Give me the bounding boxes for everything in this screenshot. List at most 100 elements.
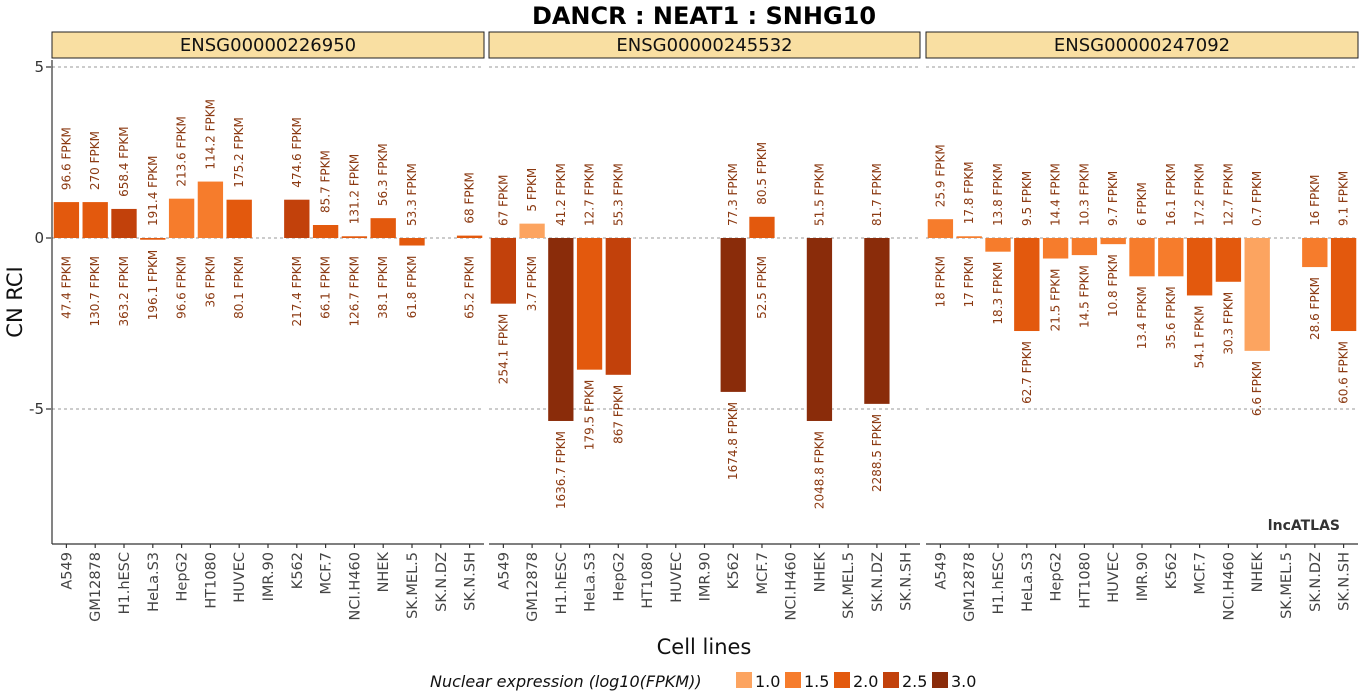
bar	[806, 238, 833, 421]
bar	[284, 199, 310, 238]
x-tick-label: HUVEC	[232, 552, 248, 603]
bar	[490, 238, 517, 304]
data-label-cytoplasmic: 13.8 FPKM	[991, 163, 1005, 226]
bar	[1215, 238, 1242, 282]
data-label-nuclear: 1674.8 FPKM	[726, 402, 740, 480]
data-label-cytoplasmic: 12.7 FPKM	[583, 163, 597, 226]
watermark: lncATLAS	[1268, 518, 1340, 534]
x-axis-title: Cell lines	[657, 635, 752, 659]
bar	[1100, 238, 1126, 245]
data-label-cytoplasmic: 25.9 FPKM	[933, 144, 947, 207]
x-tick-label: HUVEC	[669, 552, 685, 603]
chart-title: DANCR : NEAT1 : SNHG10	[532, 2, 876, 30]
facet-panel: ENSG00000226950 A549 96.6 FPKM 47.4 FPKM GM1…	[51, 31, 485, 622]
bar	[312, 225, 339, 238]
data-label-cytoplasmic: 14.4 FPKM	[1049, 163, 1063, 226]
data-label-nuclear: 62.7 FPKM	[1020, 341, 1034, 404]
legend-entries: 1.0 1.5 2.0 2.5 3.0	[736, 672, 976, 691]
x-tick-label: MCF.7	[755, 552, 771, 594]
data-label-cytoplasmic: 12.7 FPKM	[1221, 163, 1235, 226]
data-label-nuclear: 30.3 FPKM	[1221, 292, 1235, 355]
data-label-cytoplasmic: 213.6 FPKM	[175, 116, 189, 187]
x-tick-label: NHEK	[1250, 552, 1266, 593]
data-label-cytoplasmic: 77.3 FPKM	[726, 163, 740, 226]
x-tick-label: A549	[496, 552, 512, 590]
x-tick-label: SK.N.DZ	[870, 552, 886, 612]
data-label-cytoplasmic: 81.7 FPKM	[870, 163, 884, 226]
x-tick-label: SK.N.SH	[899, 552, 915, 611]
bar	[956, 236, 982, 238]
y-tick-label: 5	[34, 58, 44, 76]
bar	[1158, 238, 1184, 277]
data-label-nuclear: 36 FPKM	[203, 256, 217, 307]
bar	[720, 238, 746, 392]
facets: 5 0 -5 ENSG00000226950 A549 96.6 FPKM 47.4 FPK…	[29, 31, 1359, 622]
x-tick-label: HeLa.S3	[1020, 552, 1036, 612]
x-tick-label: HUVEC	[1106, 552, 1122, 603]
data-label-nuclear: 363.2 FPKM	[117, 256, 131, 327]
data-label-nuclear: 18.3 FPKM	[991, 262, 1005, 325]
x-tick-label: K562	[726, 552, 742, 589]
data-label-cytoplasmic: 9.7 FPKM	[1106, 171, 1120, 226]
bar	[341, 236, 368, 238]
x-tick-label: K562	[290, 552, 306, 589]
x-tick-label: H1.hESC	[554, 552, 570, 614]
facet-strip	[925, 31, 1359, 59]
data-label-nuclear: 867 FPKM	[611, 385, 625, 444]
x-tick-label: MCF.7	[1193, 552, 1209, 594]
bar	[519, 223, 545, 238]
data-label-nuclear: 2048.8 FPKM	[812, 431, 826, 509]
data-label-nuclear: 17 FPKM	[962, 256, 976, 307]
data-label-cytoplasmic: 131.2 FPKM	[347, 154, 361, 225]
data-label-nuclear: 6.6 FPKM	[1250, 361, 1264, 416]
data-label-cytoplasmic: 55.3 FPKM	[611, 163, 625, 226]
legend-label: 1.0	[755, 672, 780, 691]
data-label-nuclear: 28.6 FPKM	[1308, 277, 1322, 340]
data-label-cytoplasmic: 10.3 FPKM	[1077, 163, 1091, 226]
legend-swatch	[834, 672, 850, 688]
data-label-nuclear: 66.1 FPKM	[319, 256, 333, 319]
data-label-cytoplasmic: 9.5 FPKM	[1020, 171, 1034, 226]
data-label-cytoplasmic: 191.4 FPKM	[146, 155, 160, 226]
data-label-cytoplasmic: 175.2 FPKM	[232, 117, 246, 188]
legend-swatch	[932, 672, 948, 688]
x-tick-label: SK.MEL.5	[841, 552, 857, 619]
x-tick-label: GM12878	[88, 552, 104, 622]
data-label-nuclear: 130.7 FPKM	[88, 256, 102, 327]
x-tick-label: HeLa.S3	[583, 552, 599, 612]
data-label-nuclear: 13.4 FPKM	[1135, 286, 1149, 349]
y-tick-label: -5	[29, 400, 44, 418]
data-label-cytoplasmic: 96.6 FPKM	[59, 127, 73, 190]
x-tick-label: SK.N.DZ	[1308, 552, 1324, 612]
bar	[1330, 238, 1357, 332]
legend-label: 2.0	[853, 672, 878, 691]
x-tick-label: HT1080	[1077, 552, 1093, 609]
data-label-cytoplasmic: 51.5 FPKM	[812, 163, 826, 226]
bar	[1042, 238, 1069, 259]
bar	[1129, 238, 1155, 277]
data-label-cytoplasmic: 41.2 FPKM	[554, 163, 568, 226]
x-tick-label: GM12878	[525, 552, 541, 622]
data-label-nuclear: 54.1 FPKM	[1193, 305, 1207, 368]
data-label-nuclear: 60.6 FPKM	[1337, 341, 1351, 404]
data-label-cytoplasmic: 80.5 FPKM	[755, 142, 769, 205]
bar	[111, 208, 137, 238]
data-label-nuclear: 2288.5 FPKM	[870, 414, 884, 492]
data-label-cytoplasmic: 68 FPKM	[463, 172, 477, 223]
legend-entry: 2.0	[834, 672, 878, 691]
data-label-nuclear: 179.5 FPKM	[583, 380, 597, 451]
bar	[53, 202, 80, 238]
data-label-cytoplasmic: 658.4 FPKM	[117, 126, 131, 197]
data-label-cytoplasmic: 270 FPKM	[88, 131, 102, 190]
x-tick-label: HT1080	[640, 552, 656, 609]
data-label-nuclear: 61.8 FPKM	[405, 256, 419, 319]
legend-entry: 3.0	[932, 672, 976, 691]
bar	[140, 238, 166, 240]
data-label-nuclear: 3.7 FPKM	[525, 256, 539, 311]
x-tick-label: SK.N.SH	[463, 552, 479, 611]
data-label-cytoplasmic: 85.7 FPKM	[319, 150, 333, 213]
data-label-cytoplasmic: 67 FPKM	[496, 175, 510, 226]
data-label-cytoplasmic: 9.1 FPKM	[1337, 171, 1351, 226]
x-tick-label: HepG2	[175, 552, 191, 602]
data-label-cytoplasmic: 5 FPKM	[525, 168, 539, 212]
